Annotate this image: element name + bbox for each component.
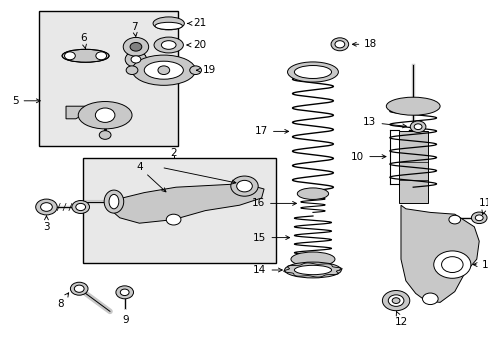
Ellipse shape	[387, 295, 403, 306]
Ellipse shape	[161, 41, 176, 49]
Ellipse shape	[294, 265, 331, 275]
Ellipse shape	[470, 212, 486, 224]
Ellipse shape	[109, 194, 119, 209]
Text: 19: 19	[196, 65, 216, 75]
Ellipse shape	[448, 215, 460, 224]
Text: 10: 10	[350, 152, 385, 162]
Ellipse shape	[422, 293, 437, 305]
Ellipse shape	[155, 22, 182, 30]
Ellipse shape	[382, 291, 409, 311]
Ellipse shape	[334, 41, 344, 48]
Ellipse shape	[153, 17, 184, 30]
Ellipse shape	[189, 66, 201, 75]
Ellipse shape	[72, 201, 89, 213]
Bar	[83, 158, 276, 263]
Ellipse shape	[474, 215, 482, 221]
Ellipse shape	[433, 251, 470, 278]
Text: 2: 2	[170, 148, 177, 158]
Ellipse shape	[330, 38, 348, 51]
Ellipse shape	[120, 289, 129, 296]
Text: 15: 15	[253, 233, 289, 243]
Text: 4: 4	[136, 162, 165, 192]
Text: 6: 6	[80, 33, 86, 49]
Text: 3: 3	[43, 216, 50, 233]
Bar	[39, 11, 178, 146]
Text: 1: 1	[472, 260, 488, 270]
Ellipse shape	[409, 121, 425, 132]
Ellipse shape	[70, 282, 88, 295]
Ellipse shape	[297, 188, 328, 199]
Text: 5: 5	[12, 96, 40, 106]
Ellipse shape	[284, 262, 341, 278]
Text: 9: 9	[122, 315, 129, 325]
Text: 14: 14	[253, 265, 282, 275]
Ellipse shape	[158, 66, 169, 75]
Ellipse shape	[441, 257, 462, 273]
Ellipse shape	[287, 62, 338, 82]
Ellipse shape	[391, 298, 399, 303]
Ellipse shape	[125, 51, 146, 67]
Ellipse shape	[386, 97, 439, 115]
Ellipse shape	[144, 61, 183, 79]
Ellipse shape	[236, 180, 252, 192]
Text: 20: 20	[187, 40, 206, 50]
Ellipse shape	[166, 214, 181, 225]
Text: 7: 7	[131, 22, 138, 36]
Ellipse shape	[123, 37, 148, 56]
Ellipse shape	[132, 55, 195, 85]
Ellipse shape	[95, 108, 115, 122]
Ellipse shape	[154, 37, 183, 53]
Polygon shape	[66, 106, 85, 119]
Text: 12: 12	[393, 311, 407, 327]
Ellipse shape	[96, 52, 106, 60]
Text: 21: 21	[187, 18, 206, 28]
Ellipse shape	[76, 203, 85, 211]
Ellipse shape	[74, 285, 84, 292]
Text: 17: 17	[254, 126, 288, 136]
Ellipse shape	[99, 131, 111, 139]
Ellipse shape	[131, 56, 141, 63]
Polygon shape	[105, 184, 264, 223]
Ellipse shape	[78, 102, 132, 129]
Text: 18: 18	[352, 39, 377, 49]
Ellipse shape	[294, 66, 331, 78]
Ellipse shape	[230, 176, 258, 196]
Ellipse shape	[41, 203, 52, 211]
Ellipse shape	[116, 286, 133, 299]
Ellipse shape	[130, 42, 142, 51]
Ellipse shape	[104, 190, 123, 213]
Ellipse shape	[62, 49, 109, 62]
Text: 16: 16	[251, 198, 296, 208]
Text: 11: 11	[478, 198, 488, 214]
Bar	[398, 131, 427, 203]
Polygon shape	[400, 205, 478, 302]
Text: 8: 8	[57, 293, 68, 309]
Ellipse shape	[36, 199, 57, 215]
Text: 13: 13	[363, 117, 406, 128]
Ellipse shape	[290, 252, 334, 266]
Ellipse shape	[413, 124, 421, 130]
Ellipse shape	[126, 66, 138, 75]
Ellipse shape	[64, 52, 75, 60]
